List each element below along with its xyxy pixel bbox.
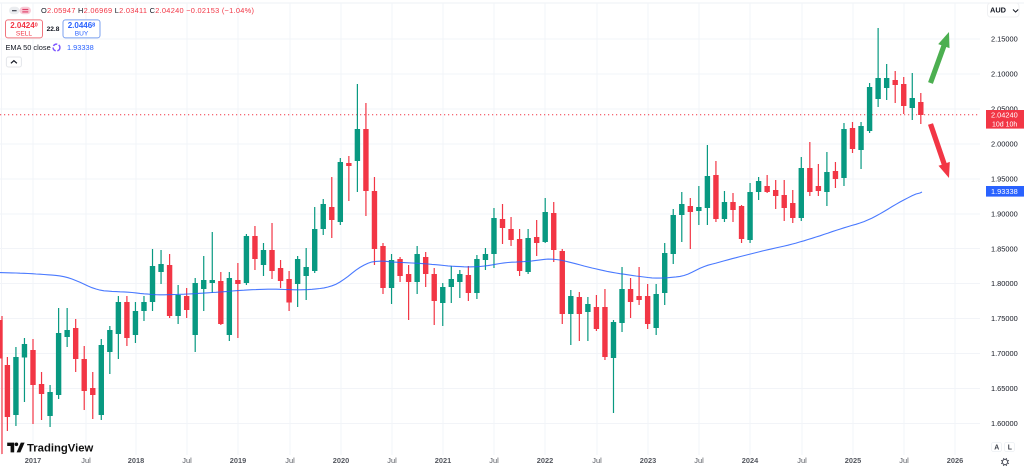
svg-text:1.60000: 1.60000 — [991, 419, 1018, 428]
svg-text:1.85000: 1.85000 — [991, 244, 1018, 253]
svg-text:1.70000: 1.70000 — [991, 349, 1018, 358]
svg-text:Jul: Jul — [899, 456, 909, 465]
svg-text:Jul: Jul — [285, 456, 295, 465]
svg-text:2022: 2022 — [537, 456, 553, 465]
svg-text:2023: 2023 — [640, 456, 656, 465]
svg-text:1.93338: 1.93338 — [67, 43, 94, 52]
svg-text:Jul: Jul — [182, 456, 192, 465]
svg-text:2.00000: 2.00000 — [991, 139, 1018, 148]
svg-text:2.04468: 2.04468 — [68, 21, 96, 30]
svg-text:22.8: 22.8 — [47, 26, 60, 33]
svg-text:Jul: Jul — [797, 456, 807, 465]
svg-text:1.75000: 1.75000 — [991, 314, 1018, 323]
svg-text:1.80000: 1.80000 — [991, 279, 1018, 288]
svg-text:L: L — [1008, 445, 1012, 452]
svg-text:2.04240: 2.04240 — [10, 21, 38, 30]
svg-text:1.95000: 1.95000 — [991, 174, 1018, 183]
svg-text:2.04240: 2.04240 — [991, 111, 1018, 120]
svg-text:1.93338: 1.93338 — [991, 187, 1018, 196]
svg-text:Jul: Jul — [694, 456, 704, 465]
svg-text:Jul: Jul — [387, 456, 397, 465]
svg-text:2017: 2017 — [25, 456, 41, 465]
svg-text:2.10000: 2.10000 — [991, 70, 1018, 79]
svg-text:2019: 2019 — [230, 456, 246, 465]
svg-text:O2.05947 H2.06969 L2.03411 C2.: O2.05947 H2.06969 L2.03411 C2.04240 −0.0… — [41, 6, 254, 15]
svg-text:2020: 2020 — [333, 456, 349, 465]
svg-text:SELL: SELL — [16, 31, 32, 38]
svg-text:2026: 2026 — [947, 456, 963, 465]
svg-text:Jul: Jul — [81, 456, 91, 465]
svg-text:BUY: BUY — [75, 31, 89, 38]
svg-text:2018: 2018 — [128, 456, 144, 465]
svg-text:A: A — [994, 445, 999, 452]
svg-text:AUD: AUD — [990, 5, 1007, 14]
svg-text:2024: 2024 — [742, 456, 759, 465]
svg-text:Jul: Jul — [592, 456, 602, 465]
svg-text:1.90000: 1.90000 — [991, 209, 1018, 218]
svg-text:10d 10h: 10d 10h — [992, 121, 1017, 128]
svg-text:1.65000: 1.65000 — [991, 384, 1018, 393]
svg-text:2021: 2021 — [435, 456, 451, 465]
svg-text:EMA 50 close: EMA 50 close — [6, 43, 51, 52]
svg-text:TradingView: TradingView — [27, 443, 94, 455]
svg-text:2.15000: 2.15000 — [991, 35, 1018, 44]
svg-text:2025: 2025 — [845, 456, 861, 465]
svg-text:Jul: Jul — [489, 456, 499, 465]
